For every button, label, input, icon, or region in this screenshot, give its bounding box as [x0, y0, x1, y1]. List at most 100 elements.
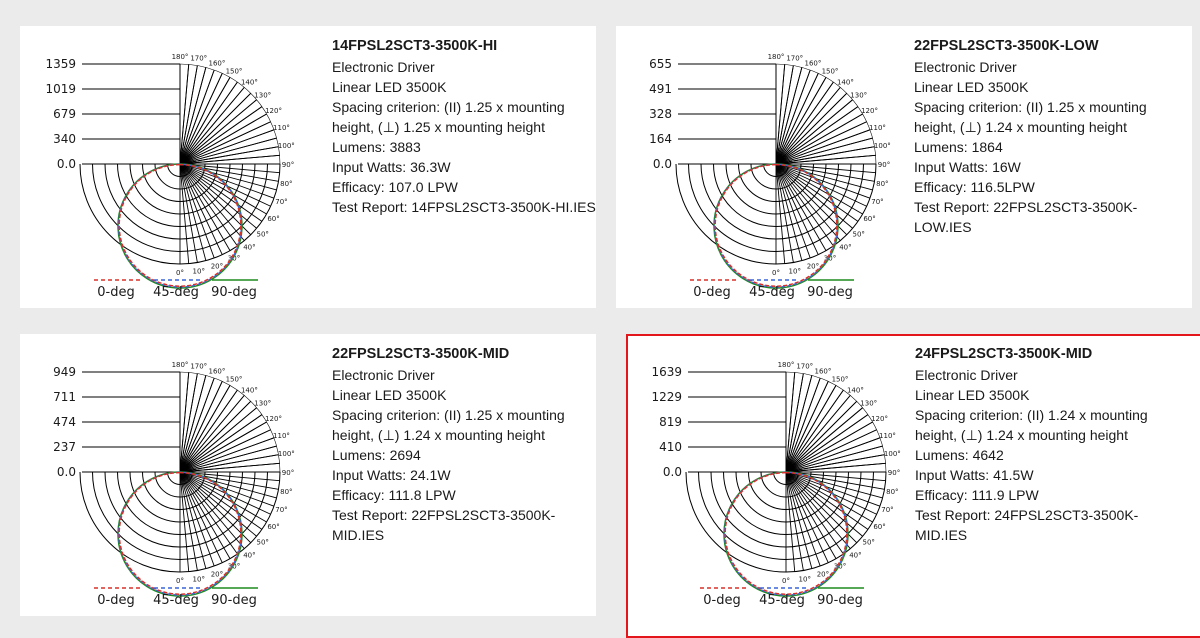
radial-line — [775, 163, 863, 215]
product-info: 22FPSL2SCT3-3500K-LOW Electronic Driver … — [914, 36, 1184, 237]
radial-line — [775, 92, 848, 165]
radial-line — [775, 163, 859, 222]
angle-label: 20° — [807, 262, 819, 270]
radial-line — [179, 471, 275, 507]
photometric-card[interactable]: 1359 1019 679 340 0.0 0° 10° 20° 30° 40° 50° 60° 70°… — [20, 26, 596, 308]
radial-line — [785, 445, 883, 473]
angle-label: 120° — [265, 415, 282, 423]
radial-line — [775, 163, 876, 174]
test-report-link[interactable]: Test Report: 22FPSL2SCT3-3500K-LOW.IES — [914, 199, 1138, 235]
angle-label: 0° — [772, 269, 780, 277]
test-report-link[interactable]: Test Report: 14FPSL2SCT3-3500K-HI.IES — [332, 199, 596, 215]
test-report-link[interactable]: Test Report: 24FPSL2SCT3-3500K-MID.IES — [915, 507, 1139, 543]
radial-line — [775, 163, 794, 263]
radial-line — [785, 471, 829, 563]
radial-line — [785, 421, 873, 473]
angle-label: 150° — [226, 375, 243, 383]
radial-line — [775, 129, 871, 165]
radial-line — [179, 373, 198, 473]
angle-label: 50° — [257, 230, 269, 238]
scale-label: 0.0 — [653, 157, 672, 171]
efficacy-text: Efficacy: 116.5LPW — [914, 179, 1035, 195]
test-report-link[interactable]: Test Report: 22FPSL2SCT3-3500K-MID.IES — [332, 507, 556, 543]
lumens-text: Lumens: 2694 — [332, 447, 421, 463]
photometric-card[interactable]: 949 711 474 237 0.0 0° 10° 20° 30° 40° 50° 60° 70° 80… — [20, 334, 596, 616]
radial-line — [179, 163, 223, 255]
angle-label: 120° — [861, 107, 878, 115]
legend-label: 90-deg — [817, 593, 863, 608]
product-name[interactable]: 22FPSL2SCT3-3500K-LOW — [914, 38, 1099, 54]
angle-label: 70° — [881, 506, 893, 514]
scale-label: 679 — [53, 107, 76, 121]
angle-label: 180° — [778, 361, 795, 369]
radial-line — [179, 400, 252, 473]
photometric-card-selected[interactable]: 1639 1229 819 410 0.0 0° 10° 20° 30° 40° 50° 60° 70°… — [626, 334, 1200, 638]
radial-line — [785, 377, 821, 473]
radial-line — [179, 471, 223, 563]
angle-label: 50° — [863, 538, 875, 546]
scale-label: 474 — [53, 415, 76, 429]
angle-label: 30° — [228, 255, 240, 263]
legend-label: 45-deg — [153, 285, 199, 300]
scale-label: 655 — [649, 57, 672, 71]
source-text: Linear LED 3500K — [915, 387, 1030, 403]
radial-line — [785, 471, 858, 544]
angle-label: 150° — [832, 375, 849, 383]
radial-line — [179, 389, 238, 473]
angle-label: 130° — [254, 92, 271, 100]
scale-label: 819 — [659, 415, 682, 429]
product-name[interactable]: 24FPSL2SCT3-3500K-MID — [915, 346, 1093, 362]
product-name[interactable]: 14FPSL2SCT3-3500K-HI — [332, 38, 498, 54]
radial-line — [179, 377, 215, 473]
radial-line — [179, 407, 257, 473]
radial-line — [775, 163, 841, 241]
radial-line — [179, 163, 190, 264]
radial-line — [785, 407, 863, 473]
radial-line — [785, 471, 804, 571]
outer-arc — [785, 371, 887, 473]
radial-line — [785, 471, 851, 549]
watts-text: Input Watts: 16W — [914, 159, 1021, 175]
radial-line — [179, 73, 223, 165]
angle-label: 180° — [768, 53, 785, 61]
product-name[interactable]: 22FPSL2SCT3-3500K-MID — [332, 346, 510, 362]
radial-line — [775, 154, 876, 165]
outer-arc — [179, 371, 281, 473]
radial-line — [775, 163, 834, 247]
radial-line — [179, 414, 263, 473]
angle-label: 150° — [226, 67, 243, 75]
radial-line — [785, 395, 851, 473]
angle-label: 90° — [282, 469, 294, 477]
radial-line — [775, 64, 786, 165]
scale-label: 1359 — [45, 57, 76, 71]
radial-line — [179, 372, 190, 473]
radial-line — [179, 163, 238, 247]
radial-line — [179, 471, 252, 544]
radial-line — [179, 163, 215, 259]
angle-label: 20° — [211, 262, 223, 270]
radial-line — [775, 106, 859, 165]
angle-label: 70° — [275, 506, 287, 514]
angle-label: 30° — [228, 563, 240, 571]
angle-label: 110° — [879, 432, 896, 440]
efficacy-text: Efficacy: 111.9 LPW — [915, 487, 1039, 503]
efficacy-text: Efficacy: 111.8 LPW — [332, 487, 456, 503]
angle-label: 90° — [878, 161, 890, 169]
polar-grid — [675, 63, 877, 265]
chart-legend: 0-deg 45-deg 90-deg — [690, 279, 854, 300]
radial-line — [775, 146, 875, 165]
legend-label: 90-deg — [211, 285, 257, 300]
scale-label: 410 — [659, 440, 682, 454]
spacing-text: Spacing criterion: (II) 1.25 x mounting … — [914, 99, 1147, 135]
radial-line — [179, 445, 277, 473]
angle-label: 50° — [853, 230, 865, 238]
radial-line — [179, 471, 263, 530]
photometric-card[interactable]: 655 491 328 164 0.0 0° 10° 20° 30° 40° 50° 60° 70° 80… — [616, 26, 1192, 308]
scale-label: 949 — [53, 365, 76, 379]
radial-line — [179, 395, 245, 473]
legend-label: 45-deg — [749, 285, 795, 300]
radial-line — [179, 163, 263, 222]
polar-candela-chart: 655 491 328 164 0.0 0° 10° 20° 30°40°50° 60° 70° 80… — [649, 53, 891, 300]
legend-label: 0-deg — [703, 593, 740, 608]
angle-label: 120° — [871, 415, 888, 423]
